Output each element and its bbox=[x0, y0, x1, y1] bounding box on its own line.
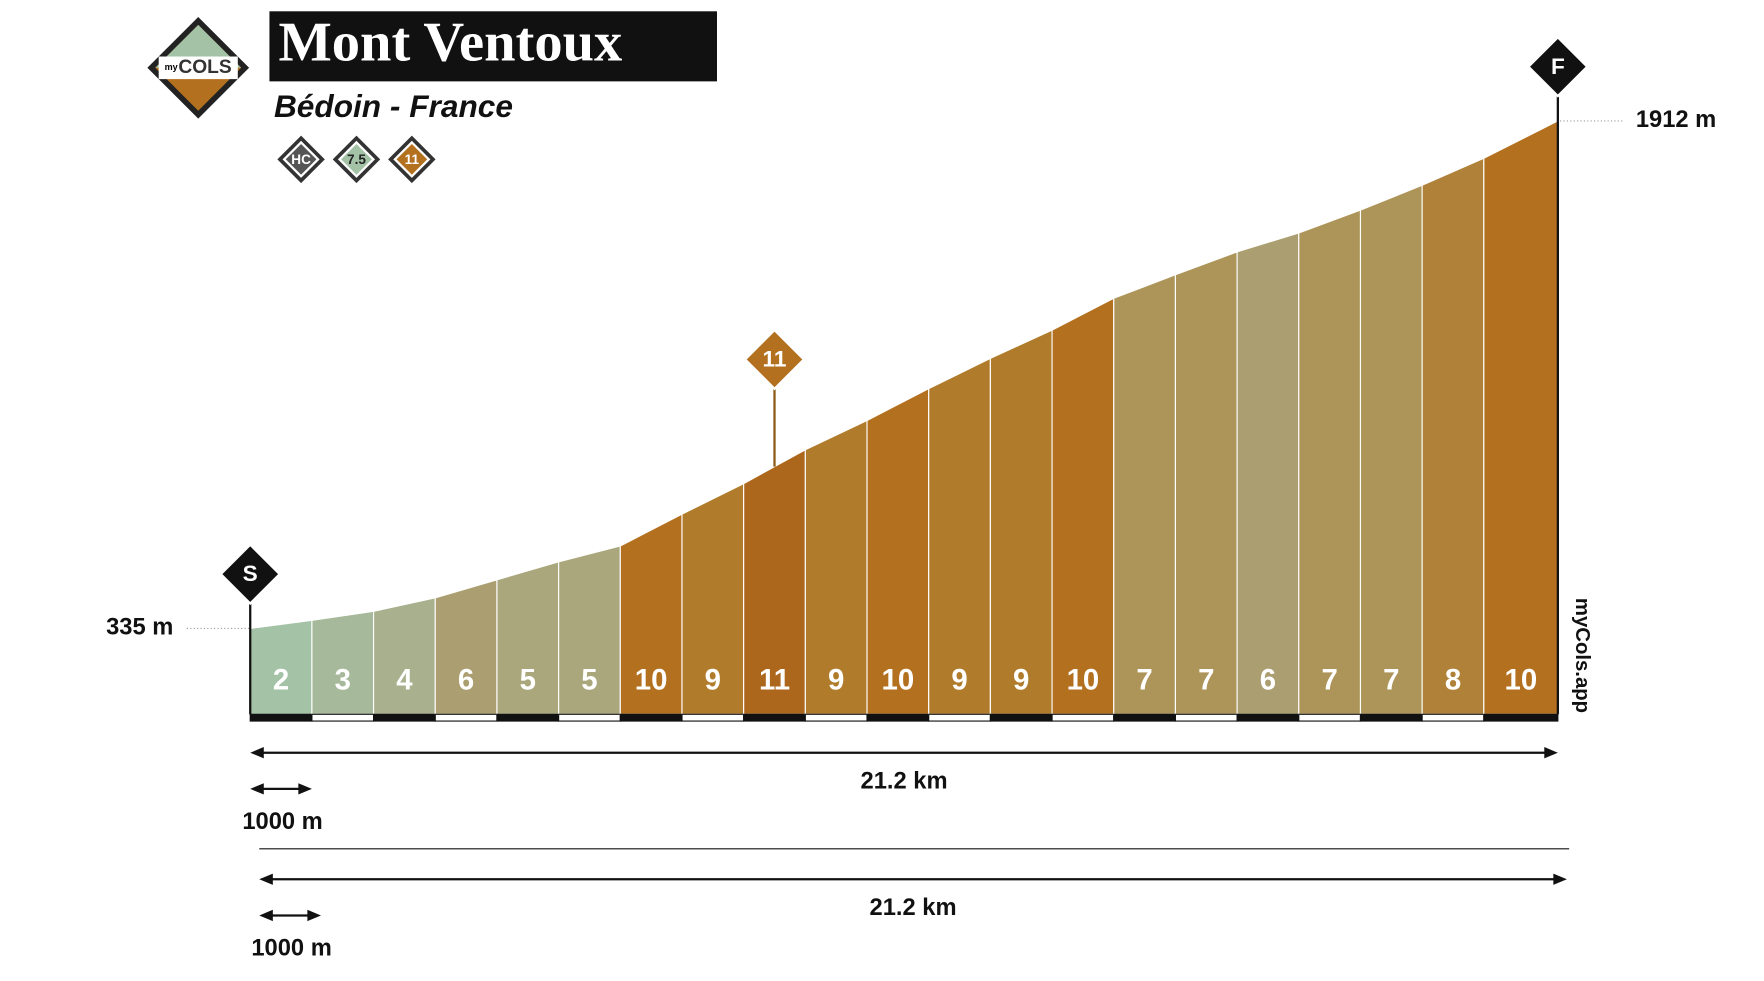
profile-segment bbox=[1174, 251, 1238, 715]
km-tick bbox=[1483, 713, 1559, 722]
km-tick bbox=[1359, 713, 1423, 722]
grade-label: 9 bbox=[705, 663, 721, 696]
km-tick bbox=[249, 713, 313, 722]
grade-label: 10 bbox=[1504, 663, 1537, 696]
profile-segment bbox=[1421, 157, 1485, 715]
badge-label: 11 bbox=[405, 152, 420, 167]
elevation-label: 335 m bbox=[106, 615, 173, 641]
km-tick bbox=[1236, 713, 1300, 722]
subtitle: Bédoin - France bbox=[274, 88, 513, 124]
km-tick bbox=[619, 713, 683, 722]
grade-label: 2 bbox=[273, 663, 289, 696]
arrow-head bbox=[298, 783, 312, 795]
km-tick bbox=[434, 713, 498, 722]
badge-label: HC bbox=[291, 152, 311, 167]
logo-big: COLS bbox=[178, 57, 232, 78]
grade-label: 7 bbox=[1383, 663, 1399, 696]
grade-label: 9 bbox=[951, 663, 967, 696]
km-tick bbox=[743, 713, 806, 722]
km-tick bbox=[804, 713, 868, 722]
marker-label: S bbox=[243, 561, 258, 586]
km-tick bbox=[1298, 713, 1362, 722]
km-tick bbox=[989, 713, 1053, 722]
km-tick bbox=[681, 713, 745, 722]
arrow-head bbox=[1544, 747, 1558, 759]
badge-label: 7.5 bbox=[347, 152, 366, 167]
profile-segment bbox=[928, 357, 991, 715]
grade-label: 6 bbox=[458, 663, 474, 696]
marker-label: F bbox=[1551, 54, 1565, 79]
grade-label: 8 bbox=[1445, 663, 1461, 696]
scale-label: 1000 m bbox=[251, 936, 331, 962]
km-tick bbox=[311, 713, 375, 722]
profile-segment bbox=[1051, 297, 1115, 715]
marker bbox=[1526, 35, 1589, 98]
km-tick bbox=[928, 713, 991, 722]
marker bbox=[219, 543, 282, 606]
logo-band bbox=[158, 56, 238, 80]
grade-label: 10 bbox=[635, 663, 668, 696]
km-tick bbox=[866, 713, 930, 722]
badge bbox=[282, 140, 320, 178]
grade-label: 3 bbox=[335, 663, 351, 696]
profile-segment bbox=[989, 329, 1053, 715]
scale-label: 1000 m bbox=[242, 809, 322, 835]
grade-label: 5 bbox=[581, 663, 597, 696]
grade-label: 7 bbox=[1198, 663, 1214, 696]
grade-label: 9 bbox=[1013, 663, 1029, 696]
profile-segment bbox=[1113, 273, 1176, 715]
grade-label: 7 bbox=[1136, 663, 1152, 696]
km-tick bbox=[496, 713, 560, 722]
profile-segment bbox=[373, 597, 436, 715]
badge bbox=[393, 140, 431, 178]
watermark: myCols.app bbox=[1571, 598, 1593, 713]
grade-label: 11 bbox=[759, 663, 790, 696]
arrow-head bbox=[259, 909, 273, 922]
grade-label: 9 bbox=[828, 663, 844, 696]
grade-label: 4 bbox=[396, 663, 413, 696]
profile-segment bbox=[1236, 232, 1300, 715]
km-tick bbox=[1113, 713, 1176, 722]
km-tick bbox=[1174, 713, 1238, 722]
logo-small: my bbox=[165, 62, 178, 72]
arrow-head bbox=[1553, 873, 1567, 885]
arrow-head bbox=[250, 747, 264, 759]
grade-label: 10 bbox=[1067, 663, 1100, 696]
distance-label: 21.2 km bbox=[870, 895, 957, 921]
grade-label: 5 bbox=[520, 663, 536, 696]
max-grade-label: 11 bbox=[763, 346, 787, 371]
arrow-head bbox=[307, 909, 321, 922]
logo: my COLS bbox=[147, 16, 250, 119]
badge bbox=[337, 140, 376, 178]
km-tick bbox=[1051, 713, 1115, 722]
km-tick bbox=[373, 713, 436, 722]
distance-label: 21.2 km bbox=[861, 768, 948, 794]
profile-segment bbox=[1483, 120, 1559, 715]
km-tick bbox=[558, 713, 621, 722]
title: Mont Ventoux bbox=[278, 11, 622, 73]
profile-segment bbox=[1298, 209, 1362, 715]
km-tick bbox=[1421, 713, 1485, 722]
title-box bbox=[269, 11, 717, 82]
max-grade-marker bbox=[743, 328, 806, 391]
grade-label: 10 bbox=[882, 663, 915, 696]
grade-label: 7 bbox=[1321, 663, 1337, 696]
elevation-label: 1912 m bbox=[1636, 107, 1716, 133]
arrow-head bbox=[259, 873, 273, 885]
profile-segment bbox=[1359, 184, 1423, 715]
grade-label: 6 bbox=[1260, 663, 1276, 696]
arrow-head bbox=[250, 783, 264, 795]
